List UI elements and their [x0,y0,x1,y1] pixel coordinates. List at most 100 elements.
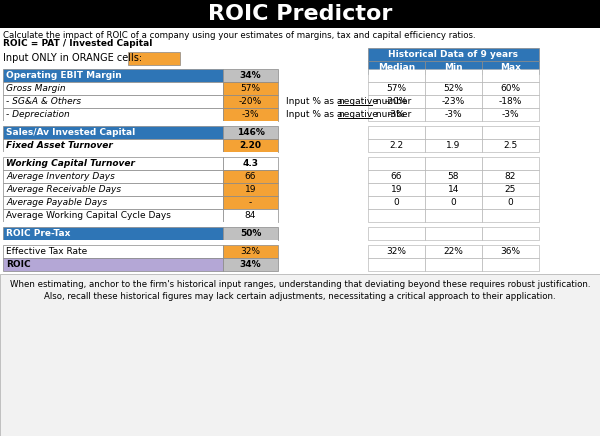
Text: 32%: 32% [386,247,407,256]
Bar [482,245,539,258]
Text: Input % as a: Input % as a [286,110,345,119]
Text: Median: Median [378,63,415,72]
Text: 32%: 32% [241,247,260,256]
Bar [425,209,482,222]
Text: ROIC: ROIC [6,260,31,269]
Text: Average Working Capital Cycle Days: Average Working Capital Cycle Days [6,211,171,220]
Bar [368,258,425,271]
Bar [425,126,482,139]
Bar [128,52,180,65]
Bar [223,209,278,222]
Bar [425,82,482,95]
Bar [3,152,278,157]
Bar [223,157,278,170]
Text: 0: 0 [508,198,514,207]
Bar [0,274,600,436]
Bar [425,108,482,121]
Text: -3%: -3% [388,110,406,119]
Bar [3,95,223,108]
Text: 1.9: 1.9 [446,141,461,150]
Bar [482,126,539,139]
Text: Gross Margin: Gross Margin [6,84,65,93]
Bar [425,170,482,183]
Text: 34%: 34% [239,260,262,269]
Text: 36%: 36% [500,247,521,256]
Bar [368,126,425,139]
Bar [482,258,539,271]
Bar [223,183,278,196]
Text: Max: Max [500,63,521,72]
Bar [3,121,278,126]
Bar [482,196,539,209]
Bar [368,157,425,170]
Text: ROIC Pre-Tax: ROIC Pre-Tax [6,229,70,238]
Bar [425,183,482,196]
Bar [482,61,539,74]
Bar [3,157,223,170]
Bar [368,61,425,74]
Text: Input % as a: Input % as a [286,97,345,106]
Bar [368,82,425,95]
Text: ROIC = PAT / Invested Capital: ROIC = PAT / Invested Capital [3,38,152,48]
Text: 19: 19 [391,185,402,194]
Bar [3,139,223,152]
Text: 57%: 57% [241,84,260,93]
Bar [3,170,223,183]
Bar [3,126,223,139]
Text: Average Payable Days: Average Payable Days [6,198,107,207]
Bar [368,209,425,222]
Bar [482,82,539,95]
Text: -23%: -23% [442,97,465,106]
Text: 0: 0 [451,198,457,207]
Bar [368,69,425,82]
Bar [425,69,482,82]
Bar [482,69,539,82]
Bar [3,82,223,95]
Text: -20%: -20% [239,97,262,106]
Bar [368,227,425,240]
Bar [223,258,278,271]
Text: -20%: -20% [385,97,408,106]
Text: 50%: 50% [240,229,261,238]
Bar [3,108,223,121]
Bar [223,245,278,258]
Bar [368,170,425,183]
Bar [223,170,278,183]
Bar [482,139,539,152]
Bar [3,69,223,82]
Text: -3%: -3% [502,110,520,119]
Text: 2.20: 2.20 [239,141,262,150]
Text: - Depreciation: - Depreciation [6,110,70,119]
Bar [368,95,425,108]
Bar [368,196,425,209]
Bar [223,196,278,209]
Bar [368,139,425,152]
Bar [425,139,482,152]
Bar [3,196,223,209]
Bar [425,157,482,170]
Bar [425,61,482,74]
Bar [223,139,278,152]
Bar [368,183,425,196]
Bar [482,170,539,183]
Bar [425,227,482,240]
Text: Average Inventory Days: Average Inventory Days [6,172,115,181]
Bar [3,245,223,258]
Bar [425,258,482,271]
Text: Historical Data of 9 years: Historical Data of 9 years [389,50,518,59]
Text: 52%: 52% [443,84,464,93]
Bar [223,108,278,121]
Bar [223,95,278,108]
Text: Sales/Av Invested Capital: Sales/Av Invested Capital [6,128,135,137]
Bar [3,258,223,271]
Text: 19: 19 [245,185,256,194]
Text: ROIC Predictor: ROIC Predictor [208,4,392,24]
Text: 84: 84 [245,211,256,220]
Text: Also, recall these historical figures may lack certain adjustments, necessitatin: Also, recall these historical figures ma… [44,292,556,300]
Text: When estimating, anchor to the firm's historical input ranges, understanding tha: When estimating, anchor to the firm's hi… [10,279,590,289]
Text: 60%: 60% [500,84,521,93]
Text: -3%: -3% [445,110,463,119]
Bar [223,82,278,95]
Text: negative: negative [338,110,378,119]
Text: -3%: -3% [242,110,259,119]
